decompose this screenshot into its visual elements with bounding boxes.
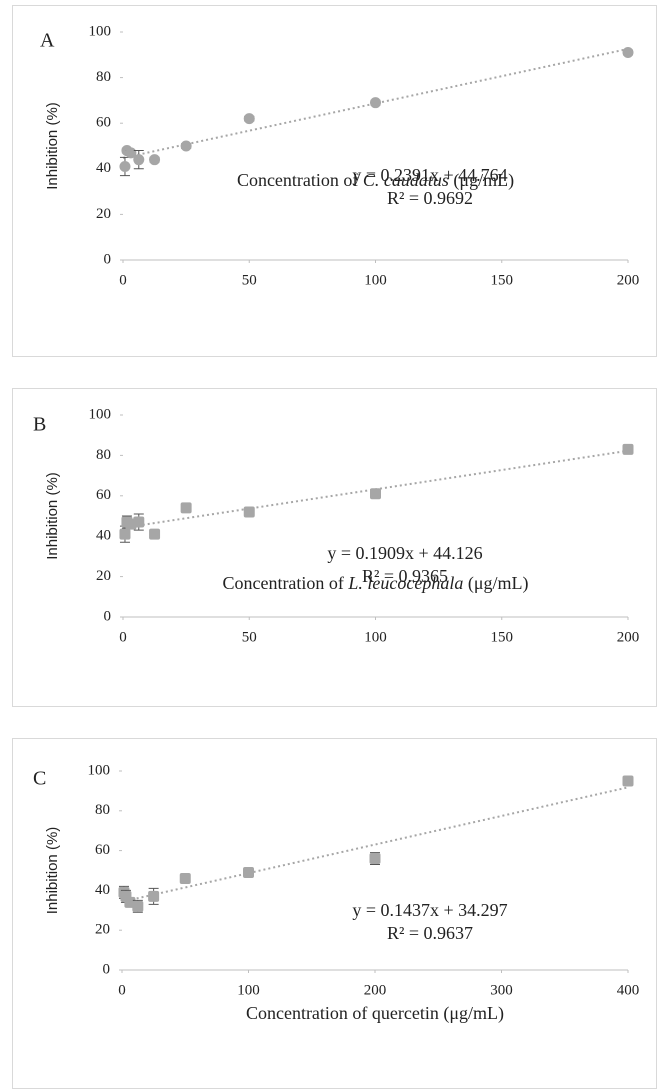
trendline [121,786,629,903]
y-tick-label: 100 [89,406,112,422]
point [148,890,160,902]
y-tick-label: 40 [96,160,111,176]
y-axis-label: Inhibition (%) [44,472,61,560]
y-axis-label: Inhibition (%) [44,102,61,190]
x-axis-label-part: Concentration of quercetin (μg/mL) [246,1003,504,1024]
y-tick-label: 0 [104,608,112,624]
point [180,140,192,152]
y-tick-label: 100 [88,762,111,778]
y-tick-label: 80 [96,69,111,85]
y-tick-label: 60 [96,487,111,503]
panel-label: C [33,768,46,790]
y-tick-label: 60 [96,115,111,131]
y-tick-label: 80 [96,447,111,463]
trendline [122,47,629,159]
y-tick-label: 20 [96,568,111,584]
x-tick-label: 400 [617,982,640,998]
x-tick-label: 0 [119,272,127,288]
x-axis-label: Concentration of L. leucocephala (μg/mL) [222,573,528,594]
point [149,528,161,540]
point [369,853,381,865]
panel-label: B [33,414,46,436]
x-tick-label: 200 [617,629,640,645]
point [119,161,131,173]
trend-equation: y = 0.1437x + 34.297 [352,900,507,920]
x-tick-label: 100 [237,982,260,998]
x-tick-label: 150 [491,629,514,645]
y-axis-label: Inhibition (%) [44,827,61,915]
point [622,443,634,455]
point [149,154,161,166]
panel-frame [12,738,657,1089]
point [243,866,254,878]
x-axis-label-part: Concentration of [237,170,358,190]
y-tick-label: 0 [103,961,111,977]
x-tick-label: 200 [617,272,640,288]
point [370,488,381,500]
x-axis-label-part: Concentration of [222,573,343,593]
point [119,528,131,540]
trend-r2: R² = 0.9365 [362,566,448,586]
x-tick-label: 100 [364,629,387,645]
trend-r2: R² = 0.9637 [387,923,473,943]
point [180,502,192,514]
point [622,47,634,59]
y-tick-label: 80 [95,802,110,818]
point [243,506,255,518]
x-axis-label-part: (μg/mL) [453,170,514,191]
x-axis-label: Concentration of C. caudatus (μg/mL) [237,170,514,191]
x-axis-label-part: (μg/mL) [468,573,529,594]
x-tick-label: 150 [491,272,514,288]
panel-label: A [40,30,55,52]
y-tick-label: 40 [95,882,110,898]
x-axis-label-part: C. caudatus [363,170,449,190]
x-tick-label: 300 [490,982,513,998]
point [179,872,191,884]
y-tick-label: 0 [104,251,112,267]
point [243,113,255,125]
x-tick-label: 100 [364,272,387,288]
point [125,147,137,159]
x-tick-label: 50 [242,629,257,645]
y-tick-label: 20 [96,206,111,222]
point [622,775,634,787]
y-tick-label: 40 [96,528,111,544]
x-axis-label: Concentration of quercetin (μg/mL) [246,1003,504,1024]
x-axis-label-part: L. leucocephala [347,573,463,593]
x-tick-label: 0 [118,982,126,998]
point [133,516,145,528]
x-tick-label: 50 [242,272,257,288]
x-tick-label: 200 [364,982,387,998]
y-tick-label: 100 [89,23,112,39]
x-tick-label: 0 [119,629,127,645]
trend-r2: R² = 0.9692 [387,188,473,208]
point [370,97,381,109]
trend-equation: y = 0.1909x + 44.126 [327,543,482,563]
point [133,154,145,166]
point [132,900,144,912]
y-tick-label: 20 [95,922,110,938]
trend-equation: y = 0.2391x + 44.764 [352,165,507,185]
y-tick-label: 60 [95,842,110,858]
